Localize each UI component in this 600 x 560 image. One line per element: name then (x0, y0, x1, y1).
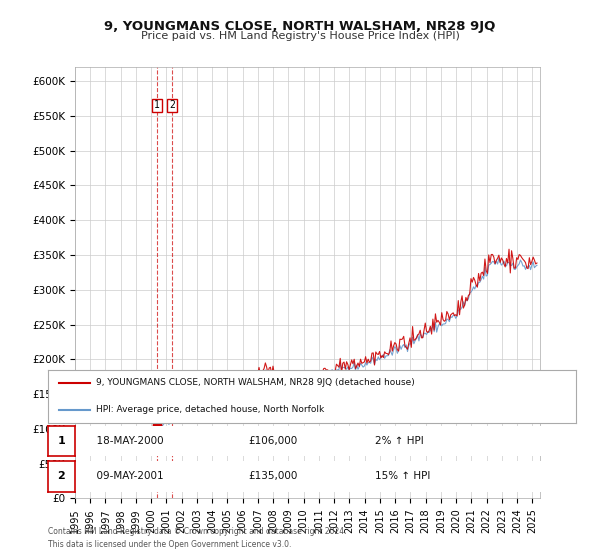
Text: Price paid vs. HM Land Registry's House Price Index (HPI): Price paid vs. HM Land Registry's House … (140, 31, 460, 41)
Text: 2% ↑ HPI: 2% ↑ HPI (376, 436, 424, 446)
Text: £135,000: £135,000 (248, 472, 298, 481)
Text: Contains HM Land Registry data © Crown copyright and database right 2024.
This d: Contains HM Land Registry data © Crown c… (48, 528, 347, 549)
Text: 2: 2 (169, 100, 175, 110)
Text: 09-MAY-2001: 09-MAY-2001 (90, 472, 164, 481)
Text: 9, YOUNGMANS CLOSE, NORTH WALSHAM, NR28 9JQ: 9, YOUNGMANS CLOSE, NORTH WALSHAM, NR28 … (104, 20, 496, 32)
Text: 18-MAY-2000: 18-MAY-2000 (90, 436, 164, 446)
Text: 1: 1 (58, 436, 65, 446)
Text: £106,000: £106,000 (248, 436, 298, 446)
Text: 9, YOUNGMANS CLOSE, NORTH WALSHAM, NR28 9JQ (detached house): 9, YOUNGMANS CLOSE, NORTH WALSHAM, NR28 … (95, 379, 414, 388)
Text: 1: 1 (154, 100, 160, 110)
Text: 15% ↑ HPI: 15% ↑ HPI (376, 472, 431, 481)
Text: 2: 2 (58, 472, 65, 481)
Text: HPI: Average price, detached house, North Norfolk: HPI: Average price, detached house, Nort… (95, 405, 324, 414)
